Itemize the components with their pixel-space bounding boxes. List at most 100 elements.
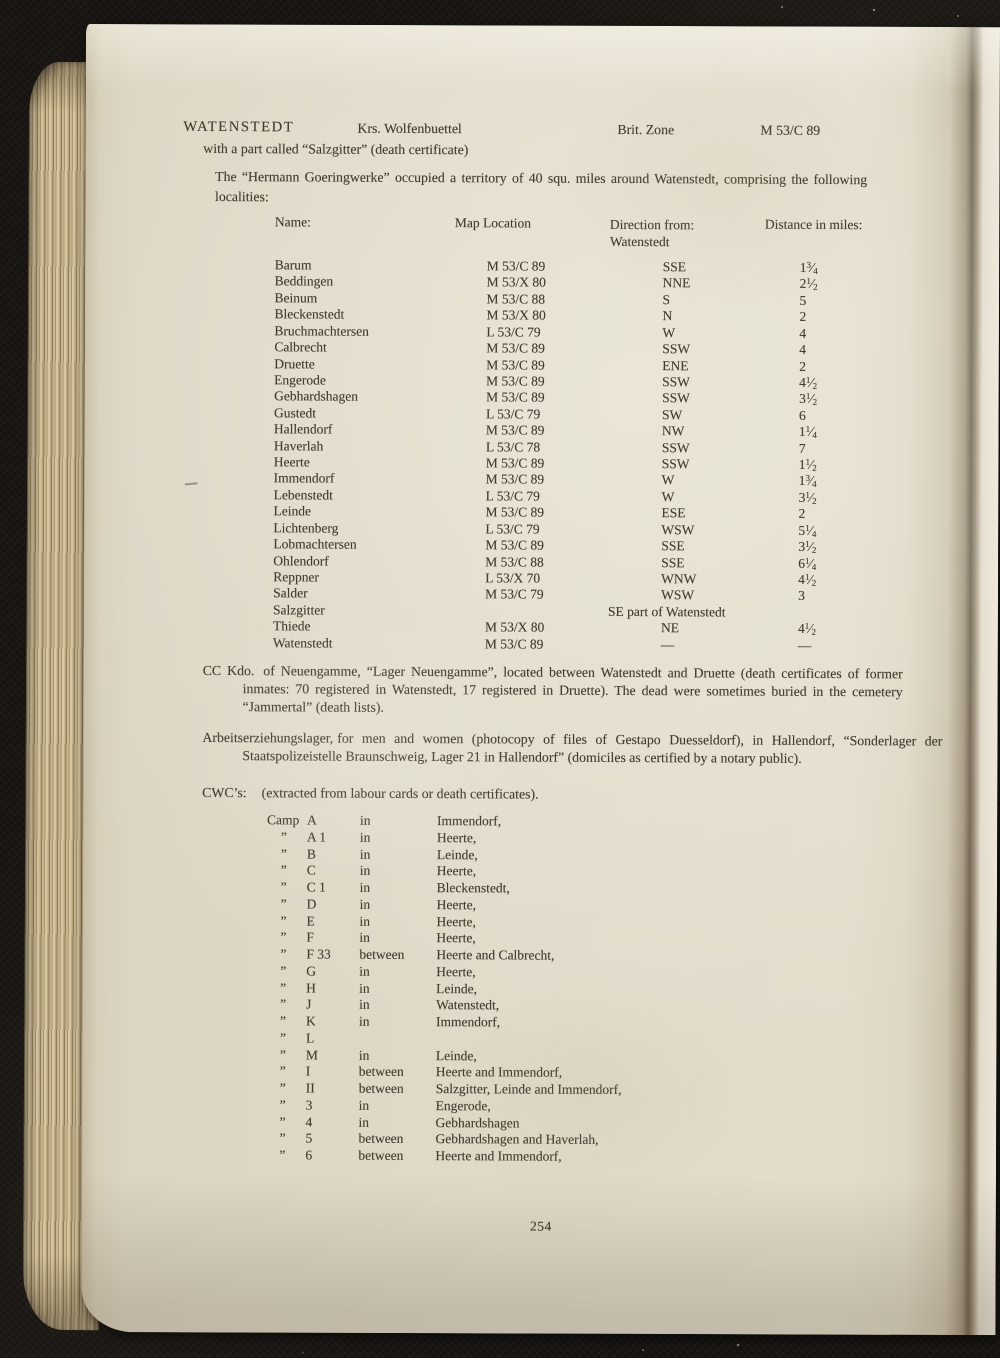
camp-relation: in [359,846,371,862]
camp-relation: in [359,913,371,929]
camp-id: E [306,912,315,928]
camp-id: L [305,1030,315,1046]
locality-distance: 4 [799,325,807,341]
locality-distance: 11⁄2 [798,456,817,474]
ditto-mark: ” [279,1097,287,1113]
locality-distance: 13⁄4 [798,473,817,490]
locality-direction: NW [661,423,685,439]
camp-relation: in [359,929,371,946]
locality-direction: SSE [661,554,685,570]
ditto-mark: ” [279,1080,287,1096]
cc-kdo-paragraph: CC Kdo. of Neuengamme, “Lager Neuengamme”… [203,662,903,719]
locality-name: Calbrecht [274,339,327,355]
locality-name: Beddingen [274,273,334,289]
column-header-map-location: Map Location [454,215,532,231]
column-header-distance: Distance in miles: [764,216,863,233]
locality-direction: — [660,636,675,652]
district-label: Krs. Wolfenbuettel [357,120,462,137]
ditto-mark: ” [279,1063,287,1079]
ditto-mark: ” [280,929,288,945]
camp-relation: in [359,879,371,895]
locality-distance: 7 [798,440,806,456]
locality-name: Immendorf [273,470,335,487]
locality-map-location: L 53/X 70 [485,570,541,586]
zone-label: Brit. Zone [617,121,675,138]
ditto-mark: ” [279,1030,287,1046]
camp-relation: in [359,980,370,996]
camp-relation: in [359,812,371,828]
cwc-label: CWC’s: [202,784,247,801]
camp-id: A 1 [306,829,327,845]
ditto-mark: ” [280,912,288,928]
locality-distance: 2 [798,506,806,522]
camp-location: Watenstedt, [436,997,500,1013]
camp-id: C 1 [306,879,326,895]
locality-name: Bleckenstedt [274,306,345,322]
camp-location: Leinde, [436,846,478,862]
camp-location: Heerte and Immendorf, [435,1064,563,1080]
camp-word: Camp [266,812,300,828]
locality-map-location: M 53/X 80 [486,307,546,323]
locality-name: Engerode [274,372,326,388]
locality-distance: 41⁄2 [798,571,817,588]
ditto-mark: ” [280,963,288,979]
locality-direction: WSW [661,521,695,538]
ditto-mark: ” [280,979,288,995]
ditto-mark: ” [280,996,288,1012]
locality-direction: W [662,324,676,340]
camp-id: J [306,996,312,1012]
locality-distance: 2 [799,358,807,374]
locality-direction: SSE [661,538,685,554]
ditto-mark: ” [280,845,288,861]
ditto-mark: ” [280,879,288,895]
locality-direction: ESE [661,505,686,521]
camp-location: Gebhardshagen [435,1114,520,1130]
locality-direction: NNE [662,275,691,291]
locality-name: Heerte [273,454,310,470]
camp-id: C [306,862,316,878]
camp-location: Immendorf, [436,813,502,829]
locality-map-location: M 53/C 89 [486,356,545,373]
page-subtitle: with a part called “Salzgitter” (death c… [203,140,469,158]
camp-id: B [306,845,316,861]
locality-map-location: M 53/X 80 [486,274,546,291]
locality-map-location: M 53/C 88 [486,291,546,307]
page-title: WATENSTEDT [183,118,295,136]
locality-direction: S [662,292,671,308]
camp-row: ” 6 between Heerte and Immendorf, [81,1146,995,1167]
locality-distance: 11⁄4 [798,424,817,441]
locality-direction: SE part of Watenstedt [608,603,726,620]
camp-relation: in [359,963,370,979]
locality-map-location: M 53/C 89 [486,340,545,356]
camp-relation: in [359,862,371,879]
locality-distance: 5 [799,292,807,308]
camp-location: Salzgitter, Leinde and Immendorf, [435,1081,622,1097]
camp-location: Leinde, [436,980,478,996]
locality-map-location: M 53/X 80 [484,619,545,635]
map-reference: M 53/C 89 [760,122,821,138]
camp-location: Heerte, [436,963,476,980]
locality-name: Salzgitter [273,602,325,618]
camp-id: G [306,963,317,979]
locality-map-location: M 53/C 89 [484,636,544,652]
locality-distance: 51⁄4 [798,522,817,539]
locality-name: Lichtenberg [273,520,339,536]
camp-location: Leinde, [435,1047,477,1063]
camp-location: Heerte, [436,930,476,946]
locality-map-location: M 53/C 89 [485,471,545,488]
column-header-direction-line1: Direction from: [609,216,695,233]
locality-distance: 31⁄2 [798,489,817,506]
ditto-mark: ” [280,1013,288,1029]
camp-location: Heerte, [436,829,477,846]
cwc-text: (extracted from labour cards or death ce… [261,785,539,802]
locality-direction: WNW [661,571,697,587]
locality-map-location: L 53/C 79 [485,488,540,504]
locality-map-location: M 53/C 89 [485,422,545,438]
camp-id: 5 [305,1130,313,1146]
camp-id: F 33 [306,946,331,962]
camp-id: H [306,979,316,995]
locality-map-location: M 53/C 88 [485,553,544,570]
locality-distance: 13⁄4 [799,259,818,276]
locality-direction: SSW [662,390,690,406]
